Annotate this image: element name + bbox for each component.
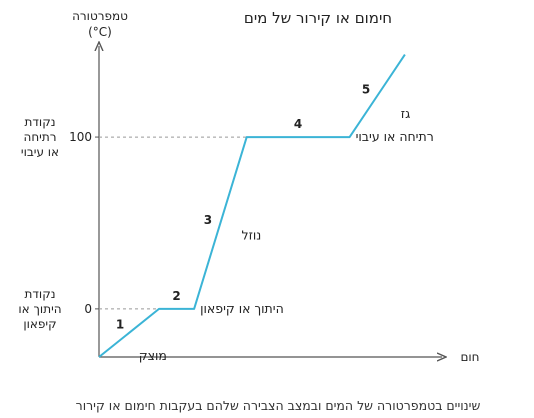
point-label-line: רתיחה	[23, 130, 56, 144]
x-axis-label: חום	[460, 350, 479, 364]
segment-number: 1	[116, 317, 124, 331]
point-label-line: היתוך או	[18, 302, 61, 316]
segment-phase-label: גז	[401, 106, 410, 121]
y-ticks: 0 100	[69, 130, 99, 316]
chart-title: חימום או קירור של מים	[244, 9, 392, 27]
y-tick-label: 100	[69, 130, 92, 144]
point-label-line: נקודת	[24, 287, 55, 301]
y-tick-label: 0	[84, 302, 92, 316]
guide-lines	[99, 136, 247, 310]
y-axis-unit: (°C)	[88, 25, 112, 39]
segment-phase-label: היתוך או קיפאון	[200, 301, 284, 316]
segment-labels: 1 מוצק 2 היתוך או קיפאון 3 נוזל 4 רתיחה או עיבו…	[116, 83, 434, 363]
segment-phase-label: נוזל	[241, 227, 261, 242]
chart-caption: שינויים בטמפרטורה של המים ובמצב הצבירה ש…	[76, 398, 481, 413]
series-layer	[98, 54, 406, 358]
point-label-line: נקודת	[24, 115, 55, 129]
point-label: נקודת היתוך או קיפאון	[18, 287, 61, 331]
point-label-line: או עיבוי	[21, 145, 59, 159]
y-axis-label: טמפרטורה	[72, 9, 128, 23]
segment-phase-label: מוצק	[139, 348, 167, 363]
segment-number: 3	[204, 213, 212, 227]
segment-number: 2	[172, 289, 180, 303]
temperature-line	[98, 54, 406, 358]
point-label: נקודת רתיחה או עיבוי	[21, 115, 59, 159]
point-label-line: קיפאון	[23, 317, 56, 331]
segment-number: 4	[294, 117, 302, 131]
segment-number: 5	[362, 83, 370, 97]
segment-phase-label: רתיחה או עיבוי	[356, 129, 434, 144]
